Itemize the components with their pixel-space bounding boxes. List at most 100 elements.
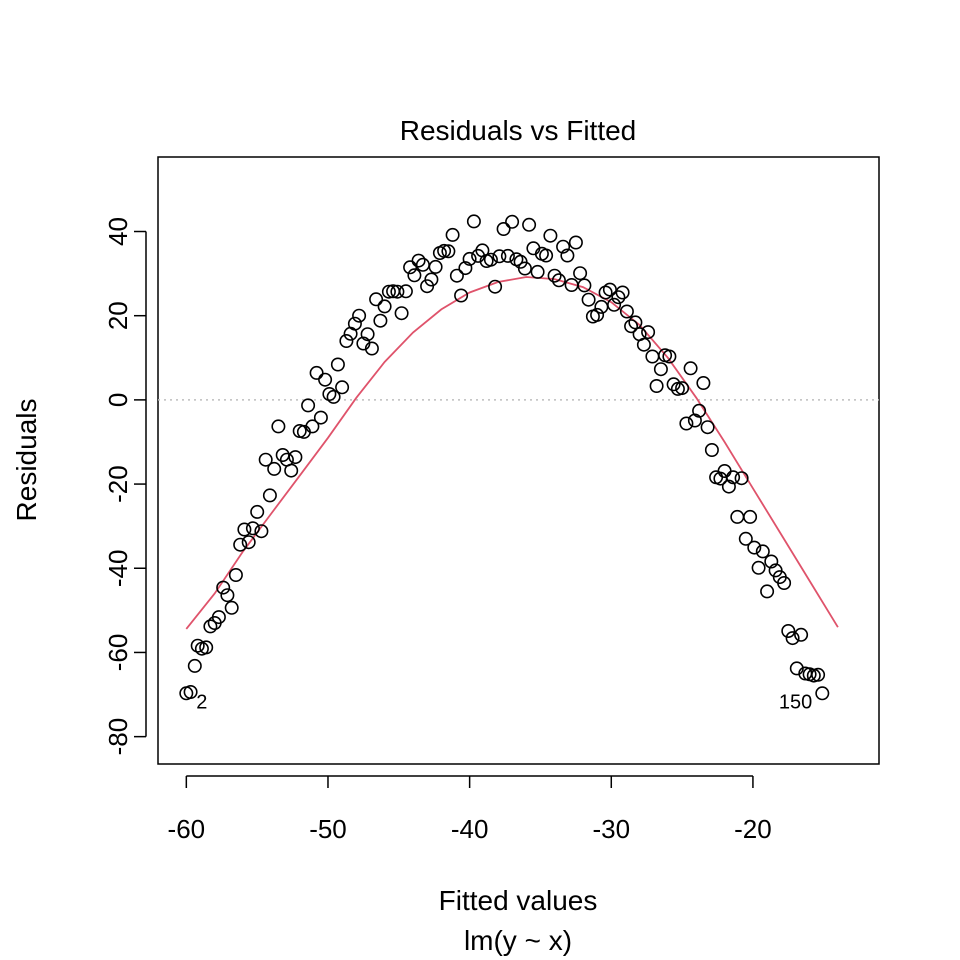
data-point-89 [551, 273, 566, 288]
data-point-128 [717, 463, 732, 478]
plot-frame [157, 156, 880, 765]
data-point-76 [496, 222, 511, 237]
chart-title: Residuals vs Fitted [400, 115, 637, 146]
data-point-48 [377, 299, 392, 314]
data-point-100 [598, 285, 613, 300]
data-point-63 [441, 244, 456, 259]
data-point-84 [530, 264, 545, 279]
x-tick-label: -50 [309, 814, 347, 844]
data-point-109 [636, 337, 651, 352]
data-point-39 [339, 333, 354, 348]
data-point-49 [381, 284, 396, 299]
data-point-21 [262, 488, 277, 503]
data-point-38 [335, 380, 350, 395]
y-tick-label: -40 [103, 550, 133, 588]
data-point-67 [458, 261, 473, 276]
data-point-94 [573, 266, 588, 281]
y-tick-label: 0 [103, 393, 133, 407]
data-point-144 [785, 631, 800, 646]
data-point-22 [267, 461, 282, 476]
data-point-101 [602, 282, 617, 297]
data-point-4 [190, 638, 205, 653]
x-tick-label: -30 [592, 814, 630, 844]
y-tick-label: -60 [103, 634, 133, 672]
data-point-44 [360, 327, 375, 342]
data-point-115 [662, 349, 677, 364]
data-point-33 [313, 410, 328, 425]
data-point-30 [301, 398, 316, 413]
smooth-curve-layer [185, 276, 839, 630]
y-axis-label: Residuals [11, 399, 42, 522]
data-point-74 [488, 279, 503, 294]
x-tick-label: -20 [734, 814, 772, 844]
data-point-53 [398, 284, 413, 299]
data-point-98 [590, 307, 605, 322]
data-point-86 [539, 248, 554, 263]
data-point-106 [624, 319, 639, 334]
data-point-110 [641, 325, 656, 340]
data-point-113 [653, 362, 668, 377]
data-point-37 [330, 357, 345, 372]
data-point-111 [645, 349, 660, 364]
data-point-14 [233, 537, 248, 552]
data-point-64 [445, 227, 460, 242]
data-point-146 [794, 627, 809, 642]
data-point-45 [364, 341, 379, 356]
data-point-62 [437, 243, 452, 258]
data-point-103 [611, 290, 626, 305]
data-point-88 [547, 268, 562, 283]
data-point-95 [577, 278, 592, 293]
y-tick-label: 20 [103, 301, 133, 330]
x-tick-label: -40 [451, 814, 489, 844]
x-axis-label: Fitted values [439, 885, 598, 916]
data-point-15 [237, 522, 252, 537]
data-point-20 [258, 452, 273, 467]
data-point-135 [747, 540, 762, 555]
data-point-118 [675, 381, 690, 396]
data-point-3 [187, 658, 202, 673]
data-point-19 [254, 524, 269, 539]
data-point-75 [492, 249, 507, 264]
data-point-6 [199, 640, 214, 655]
data-point-73 [483, 252, 498, 267]
data-point-27 [288, 450, 303, 465]
data-point-65 [449, 268, 464, 283]
points-layer [179, 214, 830, 701]
data-point-96 [581, 292, 596, 307]
data-point-119 [679, 416, 694, 431]
data-point-151 [815, 686, 830, 701]
x-tick-label: -60 [168, 814, 206, 844]
data-point-87 [543, 228, 558, 243]
data-point-66 [454, 288, 469, 303]
data-point-7 [203, 619, 218, 634]
data-point-123 [696, 375, 711, 390]
y-axis: -80 -60 -40 -20 0 20 40 [103, 217, 147, 756]
data-point-41 [347, 316, 362, 331]
point-label-150: 150 [779, 691, 812, 713]
data-point-34 [318, 372, 333, 387]
data-point-2 [183, 684, 198, 699]
y-tick-label: -80 [103, 718, 133, 756]
data-point-68 [462, 251, 477, 266]
point-labels-layer: 2 150 [196, 691, 812, 713]
data-point-59 [424, 272, 439, 287]
data-point-11 [220, 588, 235, 603]
data-point-46 [369, 292, 384, 307]
data-point-139 [764, 554, 779, 569]
data-point-51 [390, 284, 405, 299]
data-point-54 [403, 260, 418, 275]
data-point-60 [428, 259, 443, 274]
data-point-104 [615, 285, 630, 300]
data-point-131 [730, 509, 745, 524]
data-point-52 [394, 306, 409, 321]
data-point-112 [649, 378, 664, 393]
data-point-120 [683, 361, 698, 376]
data-point-143 [781, 623, 796, 638]
data-point-12 [224, 600, 239, 615]
data-point-116 [666, 377, 681, 392]
data-point-82 [522, 217, 537, 232]
data-point-129 [721, 479, 736, 494]
data-point-16 [241, 535, 256, 550]
y-tick-label: 40 [103, 217, 133, 246]
data-point-130 [726, 470, 741, 485]
